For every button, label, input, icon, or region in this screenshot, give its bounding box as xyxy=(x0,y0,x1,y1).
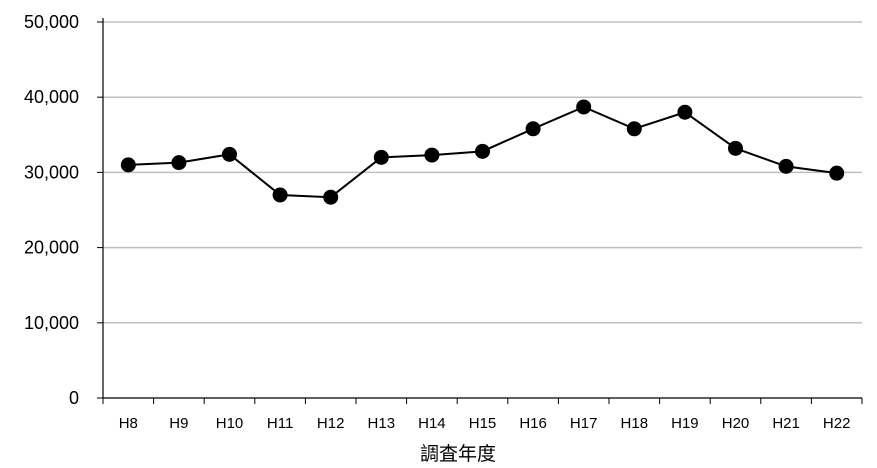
data-point xyxy=(424,147,440,163)
data-point xyxy=(778,158,794,174)
x-tick-label: H19 xyxy=(671,415,699,432)
x-tick-label: H9 xyxy=(169,415,188,432)
data-point xyxy=(373,149,389,165)
gridlines xyxy=(103,21,862,324)
data-point xyxy=(120,157,136,173)
y-tick-label: 10,000 xyxy=(24,313,79,333)
x-tick-label: H17 xyxy=(570,415,598,432)
data-point xyxy=(626,121,642,137)
x-tick-label: H14 xyxy=(418,415,446,432)
data-point xyxy=(171,155,187,171)
axes xyxy=(97,18,863,404)
x-tick-label: H18 xyxy=(621,415,649,432)
x-tick-label: H21 xyxy=(772,415,800,432)
x-tick-label: H11 xyxy=(267,415,293,432)
x-tick-label: H13 xyxy=(368,415,396,432)
data-point xyxy=(576,99,592,115)
y-tick-label: 0 xyxy=(69,388,79,408)
y-tick-labels: 0 10,000 20,000 30,000 40,000 50,000 xyxy=(24,12,79,408)
data-point xyxy=(475,143,490,159)
x-axis-title: 調査年度 xyxy=(420,443,496,465)
x-tick-label: H16 xyxy=(519,415,547,432)
data-point xyxy=(272,187,288,203)
x-tick-label: H8 xyxy=(119,415,138,432)
x-tick-label: H10 xyxy=(216,415,244,432)
y-tick-label: 40,000 xyxy=(24,87,79,107)
x-tick-label: H20 xyxy=(722,415,750,432)
x-tick-label: H12 xyxy=(317,415,345,432)
y-tick-label: 30,000 xyxy=(24,162,79,182)
x-tick-label: H15 xyxy=(469,415,497,432)
data-point xyxy=(323,189,339,205)
data-point xyxy=(222,146,237,162)
x-tick-label: H22 xyxy=(823,415,851,432)
y-tick-label: 20,000 xyxy=(24,238,79,258)
data-point xyxy=(728,140,743,156)
series xyxy=(120,99,845,205)
data-point xyxy=(677,104,693,120)
data-point xyxy=(829,165,845,181)
y-tick-label: 50,000 xyxy=(24,12,79,32)
x-tick-labels: H8 H9 H10 H11 H12 H13 H14 H15 H16 H17 H18 H19 H20 H21… xyxy=(119,415,851,432)
data-point xyxy=(525,121,541,137)
